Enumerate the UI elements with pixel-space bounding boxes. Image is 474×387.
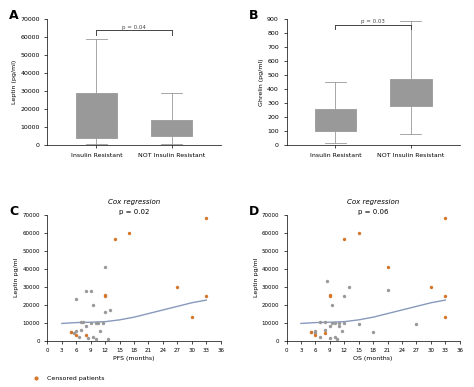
Point (307, 329, 314, 336)
Point (202, 215, 210, 221)
Y-axis label: Ghrelin (pg/ml): Ghrelin (pg/ml) (259, 58, 264, 106)
Point (188, 314, 196, 320)
Point (92, 336, 100, 342)
Point (89, 301, 97, 308)
Point (77, 327, 85, 333)
Point (336, 323, 343, 329)
Point (336, 320, 343, 327)
Point (82, 323, 90, 329)
Point (126, 229, 133, 236)
Point (82, 288, 90, 294)
Point (331, 334, 338, 340)
PathPatch shape (151, 120, 192, 136)
Point (77, 319, 85, 325)
Point (84, 335, 92, 341)
Text: p = 0.06: p = 0.06 (358, 209, 388, 215)
Point (73, 332, 80, 338)
Point (326, 323, 334, 329)
Point (104, 336, 111, 342)
Point (326, 335, 334, 341)
Text: p = 0.04: p = 0.04 (122, 24, 146, 29)
Point (202, 293, 210, 299)
Point (73, 327, 80, 334)
PathPatch shape (390, 79, 431, 106)
X-axis label: OS (months): OS (months) (354, 356, 393, 361)
Point (92, 320, 100, 326)
Point (101, 293, 109, 299)
Point (80, 319, 87, 325)
Point (328, 301, 336, 308)
Text: Cox regression: Cox regression (108, 199, 160, 204)
Point (101, 291, 109, 298)
Point (338, 327, 346, 334)
Point (345, 284, 353, 290)
Point (326, 291, 334, 298)
Point (324, 278, 331, 284)
Point (307, 329, 314, 335)
Point (413, 321, 420, 327)
Point (340, 320, 348, 326)
Point (317, 334, 324, 340)
Point (311, 327, 319, 334)
Point (340, 293, 348, 299)
PathPatch shape (315, 109, 356, 131)
Y-axis label: Leptin (pg/ml): Leptin (pg/ml) (12, 60, 18, 104)
Point (321, 330, 329, 336)
Point (321, 319, 329, 325)
Point (68, 329, 75, 335)
Point (340, 236, 348, 242)
PathPatch shape (76, 93, 117, 138)
Point (97, 327, 104, 334)
Point (87, 288, 94, 294)
Point (442, 293, 449, 299)
Text: A: A (9, 9, 19, 22)
Point (101, 309, 109, 315)
Point (101, 264, 109, 270)
Legend: Censored patients: Censored patients (27, 373, 107, 384)
Point (70, 330, 78, 336)
Point (321, 327, 329, 333)
Point (331, 320, 338, 326)
Point (355, 229, 363, 236)
Point (369, 329, 377, 335)
Point (73, 296, 80, 302)
Point (384, 287, 392, 293)
Text: B: B (248, 9, 258, 22)
Point (173, 284, 181, 291)
Point (427, 284, 435, 291)
Text: C: C (9, 204, 18, 217)
Point (82, 332, 90, 338)
Point (442, 314, 449, 320)
Point (106, 307, 114, 313)
Text: p = 0.03: p = 0.03 (361, 19, 385, 24)
Y-axis label: Leptin pg/ml: Leptin pg/ml (254, 258, 259, 297)
Point (99, 320, 107, 326)
Text: Cox regression: Cox regression (347, 199, 399, 204)
Point (75, 334, 82, 340)
Point (311, 332, 319, 338)
Text: p = 0.02: p = 0.02 (119, 209, 149, 215)
Point (384, 264, 392, 270)
Point (311, 330, 319, 336)
Point (111, 236, 118, 242)
Point (94, 320, 102, 327)
Point (326, 293, 334, 299)
Text: D: D (248, 204, 259, 217)
Point (87, 320, 94, 327)
Point (317, 319, 324, 325)
Point (333, 336, 341, 342)
Y-axis label: Leptin pg/ml: Leptin pg/ml (15, 258, 19, 297)
Point (442, 215, 449, 221)
Point (68, 329, 75, 336)
Point (355, 321, 363, 327)
Point (89, 334, 97, 340)
Point (328, 320, 336, 327)
X-axis label: PFS (months): PFS (months) (113, 356, 155, 361)
